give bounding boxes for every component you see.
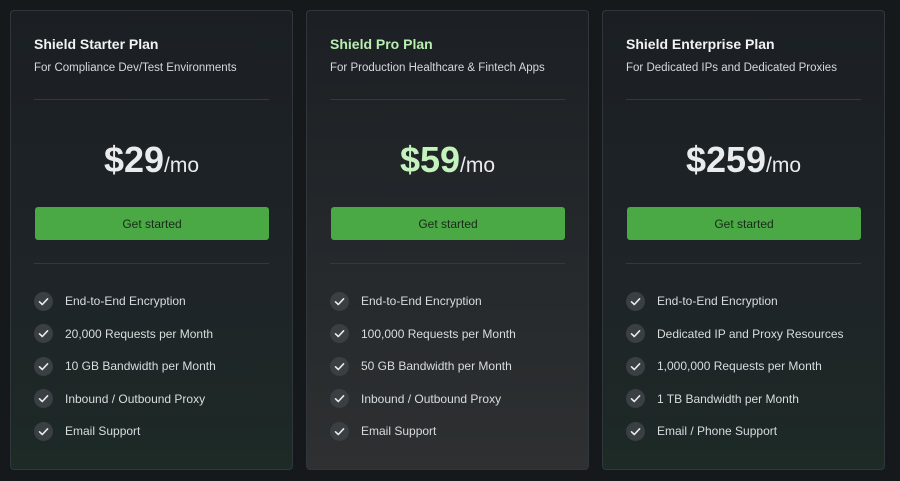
check-icon (34, 421, 53, 441)
price: $259/mo (603, 139, 884, 181)
feature-item: Inbound / Outbound Proxy (34, 389, 205, 409)
divider (626, 263, 861, 264)
check-icon (626, 421, 645, 441)
price-amount: $259 (685, 139, 767, 180)
feature-text: 100,000 Requests per Month (361, 326, 516, 341)
feature-text: End-to-End Encryption (657, 294, 778, 308)
divider (330, 99, 565, 100)
check-icon (330, 324, 349, 343)
feature-text: 1 TB Bandwidth per Month (657, 391, 799, 406)
check-icon (34, 389, 53, 408)
price-period: /mo (460, 154, 496, 177)
check-icon (626, 389, 645, 408)
feature-item: 1 TB Bandwidth per Month (626, 389, 799, 409)
check-icon (626, 356, 645, 376)
feature-text: 50 GB Bandwidth per Month (361, 359, 512, 373)
plan-card: Shield Pro Plan For Production Healthcare… (306, 10, 589, 470)
feature-text: Email Support (361, 424, 437, 438)
divider (34, 263, 269, 264)
plan-subtitle: For Dedicated IPs and Dedicated Proxies (626, 62, 837, 74)
feature-item: 1,000,000 Requests per Month (626, 356, 822, 376)
feature-item: 10 GB Bandwidth per Month (34, 356, 216, 376)
plan-card: Shield Enterprise Plan For Dedicated IPs … (602, 10, 885, 470)
price: $59/mo (307, 139, 588, 181)
price: $29/mo (11, 139, 292, 181)
feature-item: Email Support (330, 421, 436, 441)
feature-text: Dedicated IP and Proxy Resources (657, 326, 844, 341)
price-amount: $59 (399, 139, 461, 180)
feature-text: Inbound / Outbound Proxy (361, 391, 502, 406)
feature-text: 20,000 Requests per Month (65, 326, 214, 341)
feature-text: Inbound / Outbound Proxy (65, 391, 206, 406)
check-icon (626, 324, 645, 343)
price-amount: $29 (103, 139, 165, 180)
get-started-button[interactable]: Get started (35, 207, 269, 240)
feature-item: Email Support (34, 421, 140, 441)
check-icon (34, 356, 53, 376)
feature-item: Dedicated IP and Proxy Resources (626, 324, 844, 344)
feature-item: Email / Phone Support (626, 421, 777, 441)
feature-text: End-to-End Encryption (361, 294, 482, 308)
feature-item: End-to-End Encryption (626, 291, 778, 311)
feature-item: End-to-End Encryption (34, 291, 186, 311)
get-started-button[interactable]: Get started (627, 207, 861, 240)
check-icon (34, 291, 53, 311)
check-icon (330, 356, 349, 376)
price-period: /mo (766, 154, 802, 177)
feature-text: End-to-End Encryption (65, 294, 186, 308)
plan-title: Shield Starter Plan (34, 36, 159, 52)
feature-text: 10 GB Bandwidth per Month (65, 359, 216, 373)
plan-card: Shield Starter Plan For Compliance Dev/Te… (10, 10, 293, 470)
divider (626, 99, 861, 100)
feature-item: 20,000 Requests per Month (34, 324, 213, 344)
plan-title: Shield Pro Plan (330, 36, 433, 52)
plan-subtitle: For Production Healthcare & Fintech Apps (330, 62, 545, 74)
plan-title: Shield Enterprise Plan (626, 36, 775, 52)
feature-text: Email Support (65, 424, 141, 438)
check-icon (34, 324, 53, 343)
feature-item: 50 GB Bandwidth per Month (330, 356, 512, 376)
check-icon (330, 389, 349, 408)
feature-text: 1,000,000 Requests per Month (657, 359, 822, 373)
feature-item: End-to-End Encryption (330, 291, 482, 311)
feature-item: Inbound / Outbound Proxy (330, 389, 501, 409)
get-started-button[interactable]: Get started (331, 207, 565, 240)
divider (330, 263, 565, 264)
plan-subtitle: For Compliance Dev/Test Environments (34, 62, 237, 74)
check-icon (330, 291, 349, 311)
feature-item: 100,000 Requests per Month (330, 324, 516, 344)
check-icon (330, 421, 349, 441)
feature-text: Email / Phone Support (657, 424, 778, 438)
check-icon (626, 291, 645, 311)
price-period: /mo (164, 154, 200, 177)
divider (34, 99, 269, 100)
